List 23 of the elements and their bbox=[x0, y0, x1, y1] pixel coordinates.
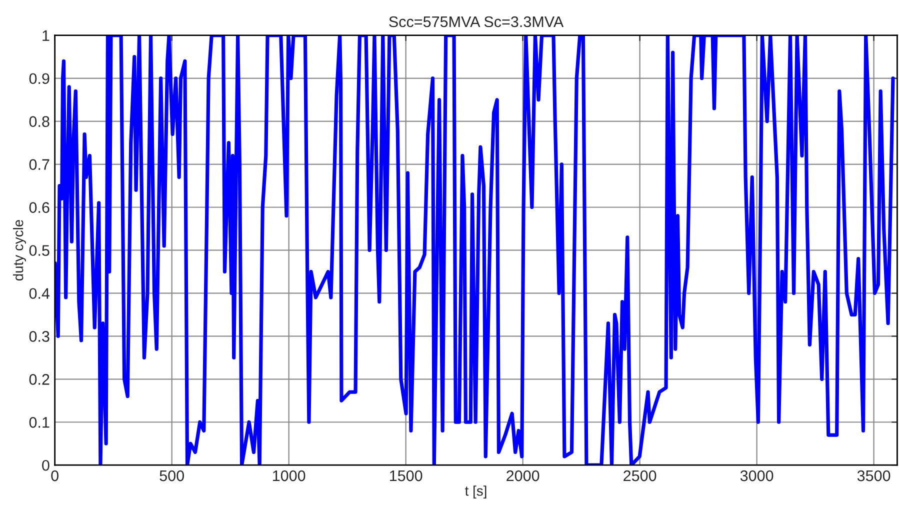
y-tick-label: 0.7 bbox=[29, 159, 50, 170]
line-series bbox=[54, 35, 895, 466]
y-tick-label: 0.1 bbox=[29, 416, 50, 428]
y-tick-label: 0.5 bbox=[29, 245, 50, 256]
x-tick-label: 500 bbox=[160, 470, 184, 482]
x-tick-label: 2500 bbox=[624, 470, 656, 482]
x-tick-label: 3000 bbox=[740, 470, 774, 482]
x-tick-label: 1000 bbox=[273, 470, 306, 482]
x-tick-label: 2000 bbox=[506, 470, 540, 482]
chart-title: Scc=575MVA Sc=3.3MVA bbox=[389, 16, 564, 28]
y-tick-label: 0.2 bbox=[29, 374, 50, 385]
x-axis-title: t [s] bbox=[465, 486, 486, 499]
y-tick-label: 0.6 bbox=[29, 202, 50, 213]
x-tick-label: 3500 bbox=[857, 470, 890, 482]
x-tick-label: 1500 bbox=[390, 470, 422, 482]
y-tick-label: 0 bbox=[42, 460, 50, 471]
x-tick-label: 0 bbox=[51, 470, 58, 482]
y-tick-label: 1 bbox=[42, 30, 50, 41]
y-axis-title: duty cycle bbox=[13, 220, 26, 281]
y-tick-label: 0.4 bbox=[29, 288, 50, 299]
y-tick-label: 0.9 bbox=[29, 73, 50, 84]
y-tick-label: 0.3 bbox=[29, 331, 50, 342]
y-tick-label: 0.8 bbox=[29, 116, 50, 127]
